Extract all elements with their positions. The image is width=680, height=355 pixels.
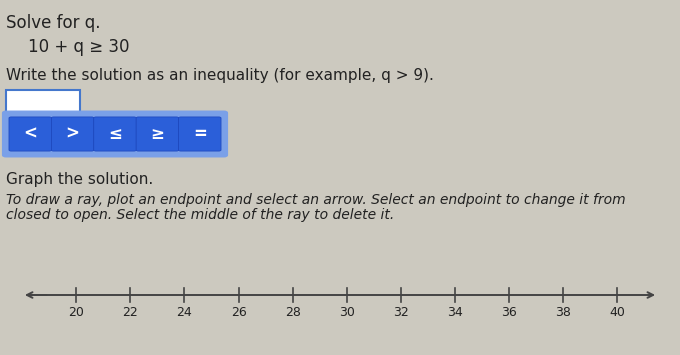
Text: Solve for q.: Solve for q. xyxy=(6,14,101,32)
Text: ≤: ≤ xyxy=(108,125,122,143)
Text: 10 + q ≥ 30: 10 + q ≥ 30 xyxy=(28,38,129,56)
Text: 26: 26 xyxy=(231,306,246,319)
Text: 22: 22 xyxy=(122,306,138,319)
Text: Graph the solution.: Graph the solution. xyxy=(6,172,153,187)
Text: 20: 20 xyxy=(68,306,84,319)
Text: Write the solution as an inequality (for example, q > 9).: Write the solution as an inequality (for… xyxy=(6,68,434,83)
Text: 40: 40 xyxy=(609,306,626,319)
Text: closed to open. Select the middle of the ray to delete it.: closed to open. Select the middle of the… xyxy=(6,208,394,222)
Text: 36: 36 xyxy=(501,306,517,319)
Text: 32: 32 xyxy=(393,306,409,319)
Text: 38: 38 xyxy=(556,306,571,319)
Text: To draw a ray, plot an endpoint and select an arrow. Select an endpoint to chang: To draw a ray, plot an endpoint and sele… xyxy=(6,193,626,207)
Text: 34: 34 xyxy=(447,306,463,319)
Text: 30: 30 xyxy=(339,306,355,319)
Text: >: > xyxy=(65,125,80,143)
Text: 24: 24 xyxy=(177,306,192,319)
Text: <: < xyxy=(23,125,37,143)
Text: =: = xyxy=(193,125,207,143)
Text: 28: 28 xyxy=(285,306,301,319)
Text: ≥: ≥ xyxy=(150,125,165,143)
